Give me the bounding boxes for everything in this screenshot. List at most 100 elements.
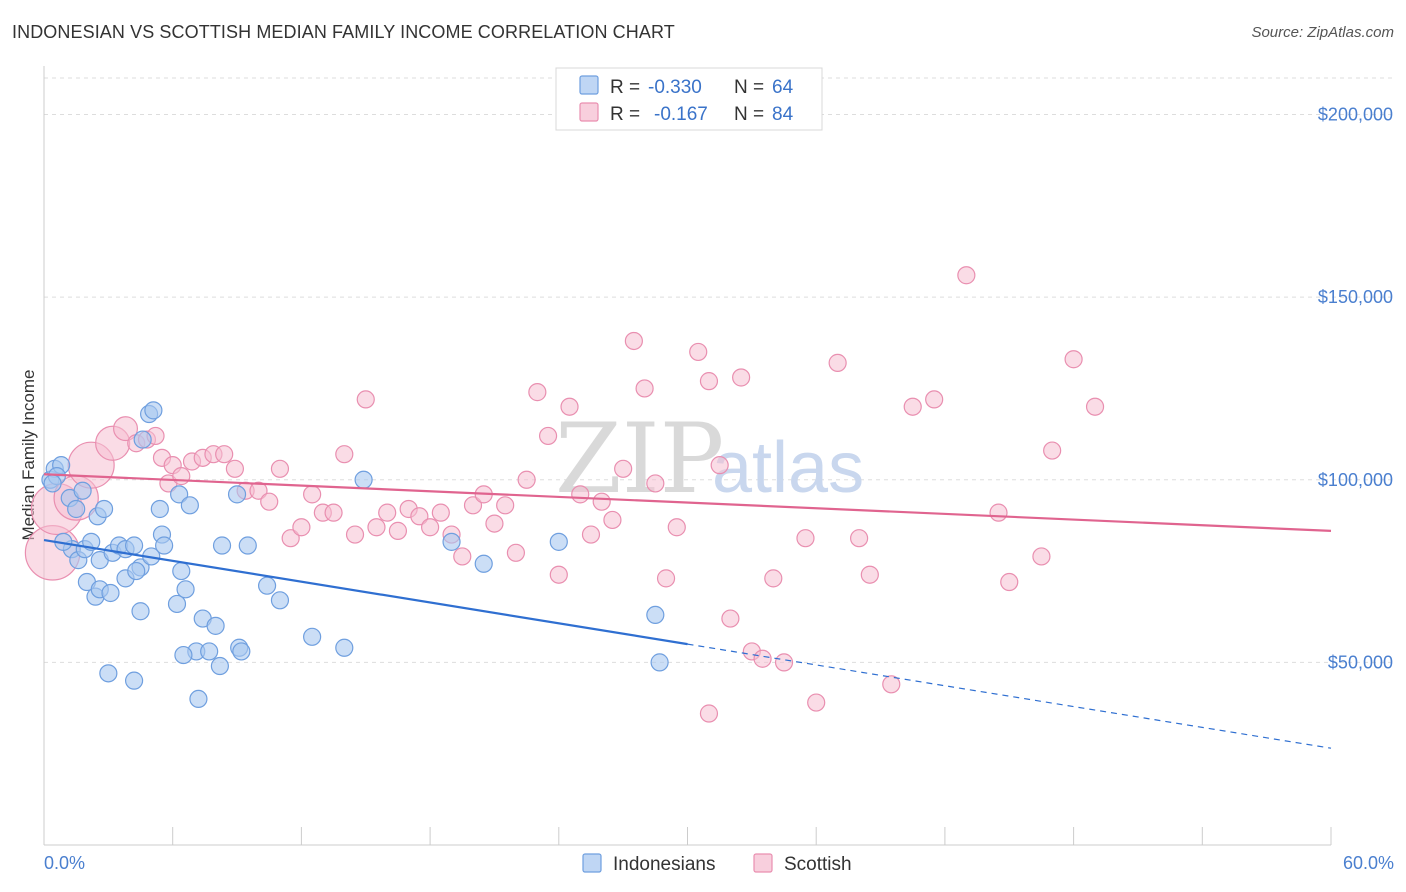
scottish-point-71 xyxy=(849,529,869,548)
scottish-point-21 xyxy=(270,459,290,478)
scottish-point-23 xyxy=(292,518,311,537)
scottish-point-12 xyxy=(172,467,191,486)
y-tick-label-1: $100,000 xyxy=(1318,470,1393,490)
indonesian-point-37 xyxy=(172,561,191,581)
x-tick-labels: 0.0% 60.0% xyxy=(44,853,1394,873)
scottish-point-56 xyxy=(646,474,665,493)
bottom-legend-indonesian-swatch xyxy=(582,853,602,873)
indonesian-point-20 xyxy=(124,536,144,555)
indonesian-point-47 xyxy=(200,642,219,661)
scottish-point-24 xyxy=(303,485,322,504)
legend-scottish-swatch xyxy=(579,102,599,122)
scottish-point-29 xyxy=(356,390,375,409)
indonesian-point-9 xyxy=(133,430,152,449)
indonesian-point-36 xyxy=(227,485,247,504)
legend-indonesian-r-label: R = xyxy=(610,77,640,98)
scottish-trend-line xyxy=(43,473,1332,532)
indonesian-point-46 xyxy=(174,645,193,665)
indonesian-point-55 xyxy=(335,638,354,657)
watermark-atlas: atlas xyxy=(712,428,864,508)
scottish-point-27 xyxy=(335,445,354,464)
scottish-point-70 xyxy=(828,353,847,372)
indonesian-point-58 xyxy=(474,554,493,573)
trend-lines xyxy=(43,473,1332,749)
indonesian-point-40 xyxy=(257,576,277,595)
legend-indonesian-n-label: N = xyxy=(734,77,764,98)
indonesian-trend-line xyxy=(43,538,688,646)
scottish-point-73 xyxy=(882,675,901,694)
indonesian-point-39 xyxy=(238,536,257,555)
indonesian-point-44 xyxy=(206,616,225,635)
scottish-point-80 xyxy=(1043,441,1062,460)
indonesian-point-28 xyxy=(101,583,120,603)
legend-indonesian-n-value: 64 xyxy=(772,77,794,98)
legend-scottish-n-value: 84 xyxy=(772,104,794,125)
y-tick-label-2: $150,000 xyxy=(1318,287,1393,307)
scottish-point-59 xyxy=(689,342,708,362)
bottom-legend-scottish-swatch xyxy=(753,853,773,873)
scottish-point-65 xyxy=(753,649,772,668)
axes xyxy=(43,66,1332,846)
indonesian-point-51 xyxy=(99,664,118,683)
indonesian-point-31 xyxy=(167,594,187,614)
scottish-point-16 xyxy=(215,445,234,464)
scottish-point-78 xyxy=(1000,572,1019,592)
scottish-point-60 xyxy=(699,372,719,391)
x-tick-label-min: 0.0% xyxy=(44,853,85,873)
scottish-point-55 xyxy=(635,379,654,398)
indonesian-point-11 xyxy=(144,401,163,420)
scottish-point-46 xyxy=(538,426,558,446)
indonesian-point-32 xyxy=(176,580,195,599)
bottom-legend-scottish-label: Scottish xyxy=(784,854,852,875)
scottish-point-49 xyxy=(571,485,590,504)
scottish-point-75 xyxy=(925,390,944,409)
indonesian-point-50 xyxy=(210,656,229,676)
scottish-point-57 xyxy=(656,569,676,588)
scottish-point-32 xyxy=(388,521,408,540)
scottish-point-52 xyxy=(603,510,622,530)
scottish-point-68 xyxy=(796,529,815,548)
indonesian-point-4 xyxy=(43,474,62,493)
scottish-point-30 xyxy=(367,518,386,537)
scottish-point-5 xyxy=(113,416,139,442)
legend-box xyxy=(555,67,823,131)
legend-scottish-r-value: -0.167 xyxy=(654,104,708,125)
scottish-point-72 xyxy=(860,565,879,584)
indonesian-point-30 xyxy=(127,561,146,581)
indonesian-point-52 xyxy=(124,671,144,690)
scottish-point-79 xyxy=(1032,547,1051,566)
indonesian-point-54 xyxy=(303,627,322,646)
scottish-point-47 xyxy=(549,565,568,584)
legend-bottom: Indonesians Scottish xyxy=(582,853,852,875)
indonesian-point-6 xyxy=(67,499,86,519)
scottish-point-39 xyxy=(463,496,483,515)
indonesian-point-34 xyxy=(180,496,199,515)
legend-scottish-r-label: R = xyxy=(610,104,640,125)
y-tick-label-0: $50,000 xyxy=(1328,652,1393,672)
x-tick-label-max: 60.0% xyxy=(1343,853,1394,873)
scottish-point-69 xyxy=(807,693,826,712)
scottish-point-28 xyxy=(345,525,365,544)
legend-top: R = -0.330 N = 64 R = -0.167 N = 84 xyxy=(555,67,823,131)
indonesian-point-33 xyxy=(170,485,189,504)
chart-title: INDONESIAN VS SCOTTISH MEDIAN FAMILY INC… xyxy=(12,22,675,42)
scottish-point-48 xyxy=(560,397,579,416)
source-label: Source: ZipAtlas.com xyxy=(1251,24,1394,41)
scottish-point-45 xyxy=(528,383,547,402)
scottish-point-76 xyxy=(957,266,976,285)
grid-lines xyxy=(44,77,1394,663)
scottish-point-54 xyxy=(624,331,643,351)
scottish-point-82 xyxy=(1085,397,1105,416)
scottish-point-35 xyxy=(421,518,440,537)
bottom-legend-indonesian-label: Indonesians xyxy=(613,854,715,875)
indonesian-point-24 xyxy=(155,536,174,555)
scottish-point-53 xyxy=(614,459,633,478)
indonesian-point-57 xyxy=(442,532,461,551)
legend-scottish-n-label: N = xyxy=(734,104,764,125)
indonesian-point-59 xyxy=(549,532,568,551)
scottish-point-22 xyxy=(281,529,300,548)
indonesian-point-56 xyxy=(354,470,373,489)
scottish-point-63 xyxy=(732,368,751,387)
scottish-point-77 xyxy=(989,503,1008,522)
